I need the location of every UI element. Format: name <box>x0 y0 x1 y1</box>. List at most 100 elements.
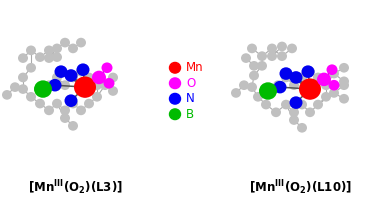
Circle shape <box>329 88 339 98</box>
Circle shape <box>26 46 36 55</box>
Text: Mn: Mn <box>186 61 203 74</box>
Circle shape <box>297 100 307 109</box>
Circle shape <box>34 80 52 98</box>
Circle shape <box>169 78 181 89</box>
Circle shape <box>68 73 78 82</box>
Circle shape <box>26 63 36 73</box>
Circle shape <box>327 64 337 75</box>
Circle shape <box>64 69 77 82</box>
Circle shape <box>169 62 181 73</box>
Circle shape <box>301 65 315 78</box>
Circle shape <box>52 99 62 108</box>
Circle shape <box>231 88 241 98</box>
Circle shape <box>253 92 263 102</box>
Circle shape <box>104 78 114 89</box>
Circle shape <box>92 92 102 102</box>
Circle shape <box>321 92 331 102</box>
Circle shape <box>44 46 54 55</box>
Circle shape <box>55 65 67 78</box>
Circle shape <box>84 99 94 108</box>
Circle shape <box>2 90 12 100</box>
Circle shape <box>261 100 271 109</box>
Circle shape <box>249 61 259 71</box>
Circle shape <box>64 94 77 107</box>
Circle shape <box>44 106 54 115</box>
Circle shape <box>241 53 251 63</box>
Circle shape <box>35 52 45 62</box>
Circle shape <box>249 71 259 80</box>
Circle shape <box>247 82 257 92</box>
Text: O: O <box>186 77 195 90</box>
Circle shape <box>281 73 291 82</box>
Circle shape <box>305 107 315 117</box>
Circle shape <box>289 80 299 90</box>
Circle shape <box>277 42 287 51</box>
Circle shape <box>52 52 62 62</box>
Circle shape <box>44 53 54 63</box>
Circle shape <box>289 96 303 109</box>
Circle shape <box>257 61 267 71</box>
Circle shape <box>289 115 299 125</box>
Circle shape <box>247 44 257 53</box>
Circle shape <box>305 67 315 76</box>
Circle shape <box>76 67 86 76</box>
Circle shape <box>79 85 92 97</box>
Circle shape <box>18 84 28 94</box>
Circle shape <box>257 51 267 61</box>
Circle shape <box>321 80 331 90</box>
Circle shape <box>101 62 113 73</box>
Circle shape <box>281 100 291 109</box>
Circle shape <box>35 99 45 108</box>
Circle shape <box>100 80 110 90</box>
Circle shape <box>169 109 181 120</box>
Text: $\mathbf{[Mn^{III}(O_2)(L10)]}$: $\mathbf{[Mn^{III}(O_2)(L10)]}$ <box>248 178 352 197</box>
Circle shape <box>339 94 349 104</box>
Circle shape <box>317 73 331 86</box>
Circle shape <box>267 44 277 53</box>
Circle shape <box>52 73 62 82</box>
Circle shape <box>60 106 70 115</box>
Circle shape <box>68 44 78 53</box>
Text: N: N <box>186 92 195 105</box>
Circle shape <box>259 82 277 100</box>
Circle shape <box>287 44 297 53</box>
Circle shape <box>49 79 61 91</box>
Circle shape <box>92 80 102 90</box>
Circle shape <box>297 123 307 133</box>
Circle shape <box>52 44 62 53</box>
Circle shape <box>10 82 20 92</box>
Circle shape <box>108 73 118 82</box>
Circle shape <box>26 92 36 102</box>
Circle shape <box>44 80 54 90</box>
Circle shape <box>76 38 86 47</box>
Circle shape <box>169 93 181 104</box>
Circle shape <box>60 80 70 90</box>
Circle shape <box>68 121 78 131</box>
Circle shape <box>339 80 349 90</box>
Circle shape <box>279 67 292 80</box>
Circle shape <box>68 99 78 108</box>
Circle shape <box>299 78 321 100</box>
Circle shape <box>289 107 299 117</box>
Circle shape <box>271 107 281 117</box>
Circle shape <box>273 81 286 93</box>
Circle shape <box>77 63 89 76</box>
Circle shape <box>289 71 303 84</box>
Text: B: B <box>186 108 194 121</box>
Circle shape <box>239 80 249 90</box>
Circle shape <box>267 51 277 61</box>
Circle shape <box>329 69 339 78</box>
Circle shape <box>297 73 307 82</box>
Text: $\mathbf{[Mn^{III}(O_2)(L3)]}$: $\mathbf{[Mn^{III}(O_2)(L3)]}$ <box>28 178 122 197</box>
Circle shape <box>92 71 106 84</box>
Circle shape <box>339 76 349 86</box>
Circle shape <box>277 51 287 61</box>
Circle shape <box>303 87 316 99</box>
Circle shape <box>313 73 323 82</box>
Circle shape <box>339 63 349 73</box>
Circle shape <box>273 80 283 90</box>
Circle shape <box>84 73 94 82</box>
Circle shape <box>313 100 323 109</box>
Circle shape <box>108 86 118 96</box>
Circle shape <box>328 80 340 91</box>
